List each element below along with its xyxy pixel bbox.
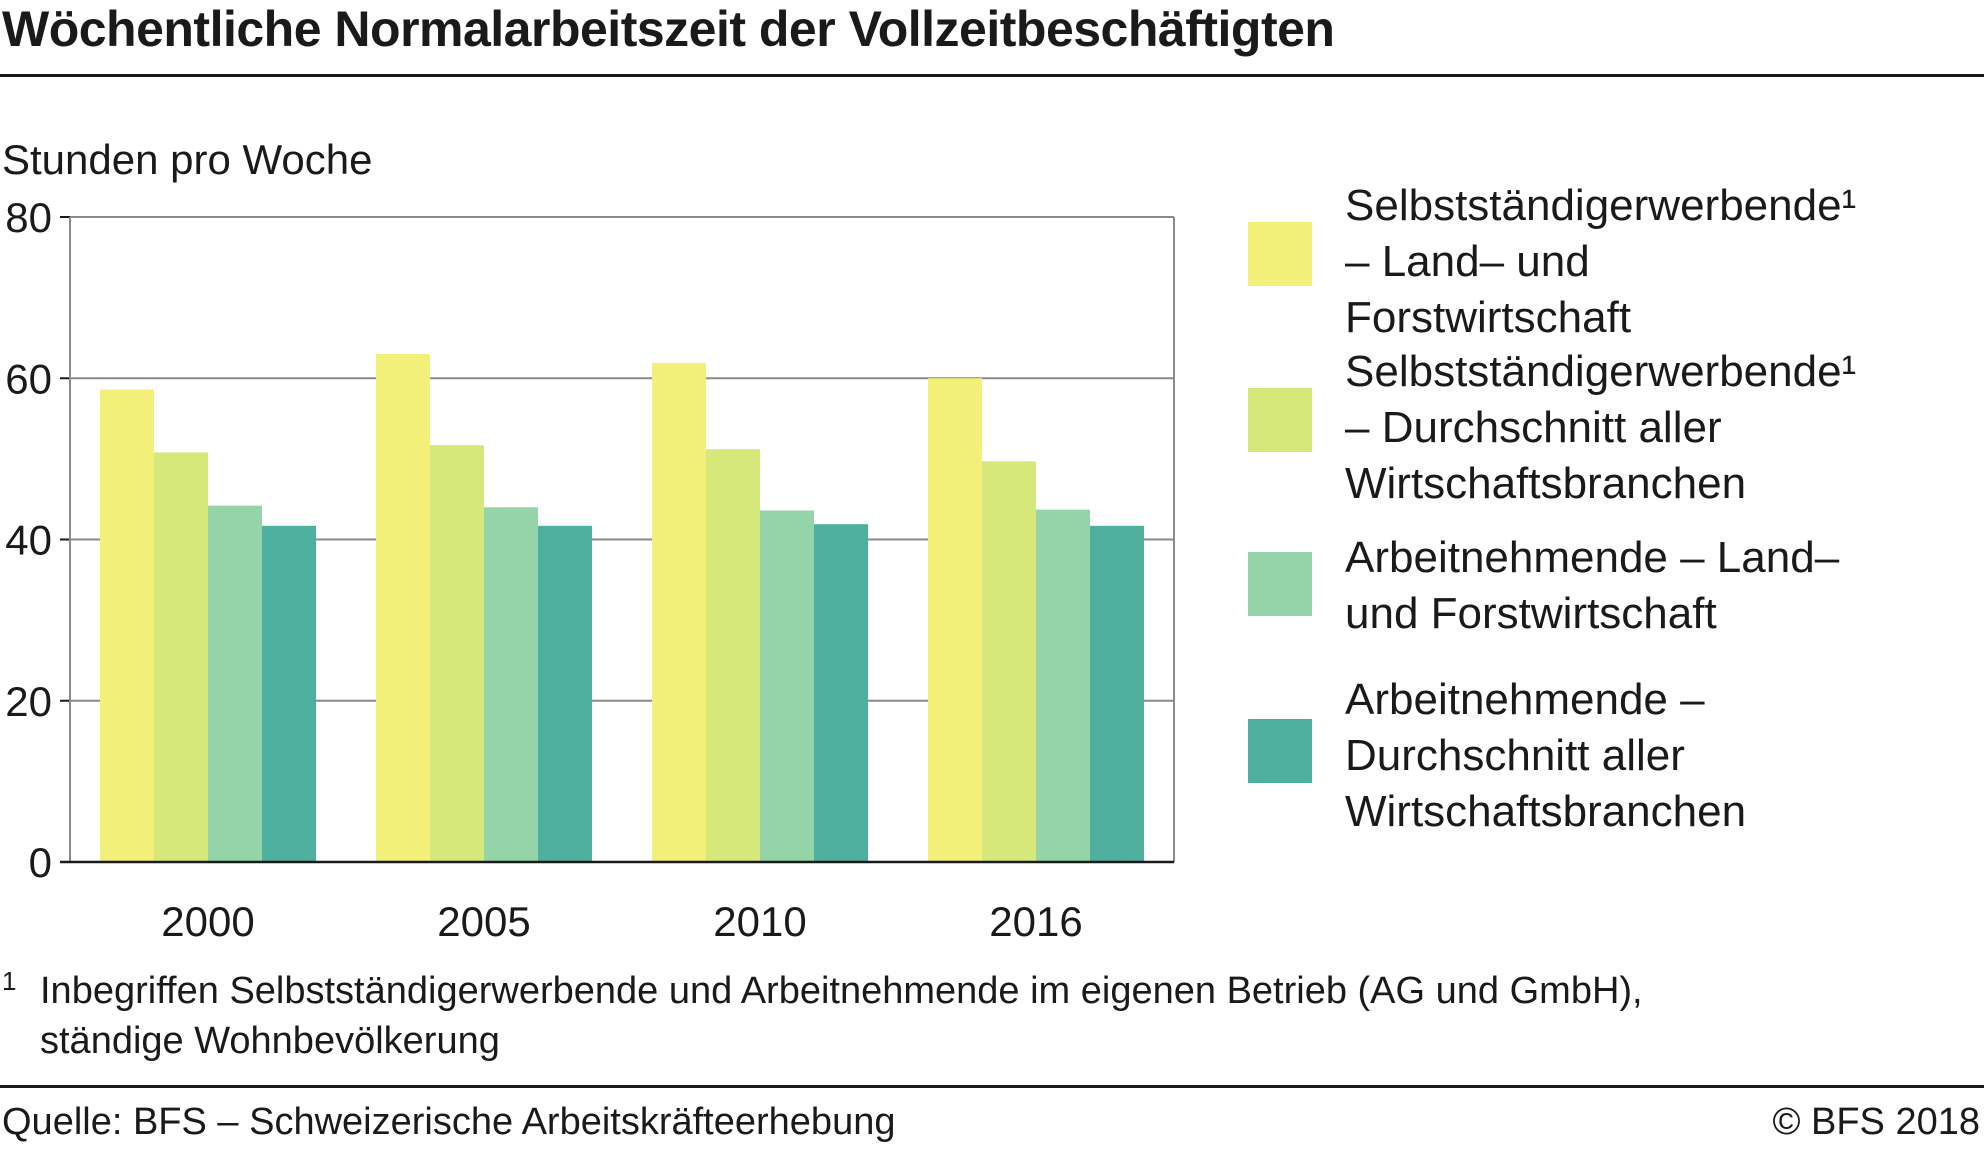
axis-labels: 0 20 40 60 80 Stunden pro Woche 2000 2005 2010 20…	[2, 136, 1083, 945]
x-tick-label: 2010	[713, 898, 806, 945]
footer-rule	[0, 1085, 1984, 1088]
legend-label: Arbeitnehmende – Durchschnitt aller Wirtsc…	[1345, 675, 1747, 836]
x-tick-label: 2016	[989, 898, 1082, 945]
bar-2005-series-4	[538, 525, 592, 862]
title-rule	[0, 74, 1984, 77]
bar-2005-series-1	[376, 354, 430, 862]
legend-label: Selbstständigerwerbende¹ – Durchschnitt a…	[1345, 347, 1857, 508]
bar-2010-series-2	[706, 449, 760, 862]
bar-2000-series-3	[208, 505, 262, 862]
bar-2016-series-1	[928, 378, 982, 862]
source-note: Quelle: BFS – Schweizerische Arbeitskräf…	[2, 1101, 896, 1143]
bar-2010-series-3	[760, 510, 814, 862]
legend-label: Arbeitnehmende – Land– und Forstwirtschaf…	[1345, 533, 1840, 638]
footnote-mark: 1	[2, 966, 17, 996]
y-axis-label: Stunden pro Woche	[2, 136, 372, 183]
legend-label: Selbstständigerwerbende¹ – Land– und Forst…	[1345, 181, 1857, 342]
y-tick-label: 40	[5, 517, 52, 564]
copyright: © BFS 2018	[1772, 1101, 1980, 1143]
x-tick-label: 2005	[437, 898, 530, 945]
bars	[100, 354, 1144, 862]
bar-2016-series-3	[1036, 509, 1090, 862]
bar-2016-series-4	[1090, 525, 1144, 862]
footnote: Inbegriffen Selbstständigerwerbende und …	[40, 970, 1643, 1062]
bar-2000-series-2	[154, 452, 208, 862]
y-tick-label: 20	[5, 678, 52, 725]
bar-2000-series-4	[262, 525, 316, 862]
bar-2010-series-1	[652, 362, 706, 862]
legend-swatch	[1248, 388, 1312, 452]
y-tick-label: 60	[5, 355, 52, 402]
axes	[60, 216, 1175, 864]
bar-2005-series-2	[430, 445, 484, 862]
bar-2005-series-3	[484, 507, 538, 862]
legend-swatch	[1248, 552, 1312, 616]
bar-chart: 0 20 40 60 80 Stunden pro Woche 2000 2005 2010 20…	[2, 136, 1175, 945]
y-tick-label: 0	[29, 839, 52, 886]
bar-2000-series-1	[100, 389, 154, 862]
bar-2016-series-2	[982, 461, 1036, 862]
legend-swatch	[1248, 222, 1312, 286]
x-tick-label: 2000	[161, 898, 254, 945]
chart-title: Wöchentliche Normalarbeitszeit der Vollz…	[2, 1, 1335, 57]
y-tick-label: 80	[5, 194, 52, 241]
legend-swatch	[1248, 719, 1312, 783]
bar-2010-series-4	[814, 524, 868, 862]
